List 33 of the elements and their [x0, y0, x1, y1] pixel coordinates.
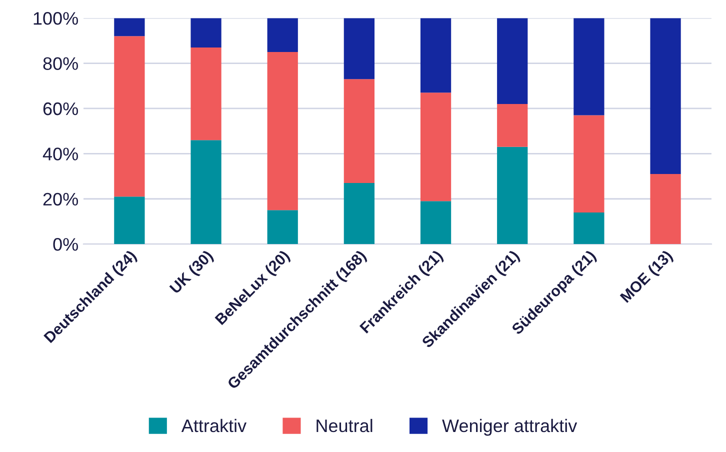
bar	[344, 79, 375, 184]
bar	[114, 36, 145, 197]
legend-label: Weniger attraktiv	[442, 418, 578, 436]
y-tick-label: 40%	[42, 148, 78, 160]
bar	[267, 210, 298, 244]
bar	[574, 115, 604, 212]
bar	[420, 92, 452, 202]
y-tick-label: 20%	[43, 192, 78, 206]
y-tick-label: 60%	[43, 102, 78, 116]
bar	[574, 18, 604, 116]
bar	[650, 18, 681, 174]
x-tick-label: UK (30)	[168, 249, 216, 296]
bar	[267, 52, 298, 210]
bar	[497, 104, 528, 147]
bar	[344, 183, 375, 244]
bar	[114, 196, 145, 244]
bar	[650, 174, 681, 244]
bar	[267, 18, 298, 52]
bar	[420, 18, 452, 93]
bar	[190, 18, 222, 48]
bar	[114, 18, 145, 36]
bar	[420, 201, 452, 244]
y-tick-label: 100%	[34, 12, 78, 25]
legend-label: Attraktiv	[181, 418, 247, 432]
bar	[497, 146, 528, 244]
bar	[190, 140, 222, 244]
bar	[344, 18, 375, 80]
legend-label: Neutral	[316, 418, 372, 432]
y-tick-label: 0%	[53, 238, 78, 251]
bar	[190, 47, 222, 140]
y-tick-label: 80%	[43, 57, 78, 70]
bar	[497, 18, 528, 104]
bar	[574, 212, 604, 244]
